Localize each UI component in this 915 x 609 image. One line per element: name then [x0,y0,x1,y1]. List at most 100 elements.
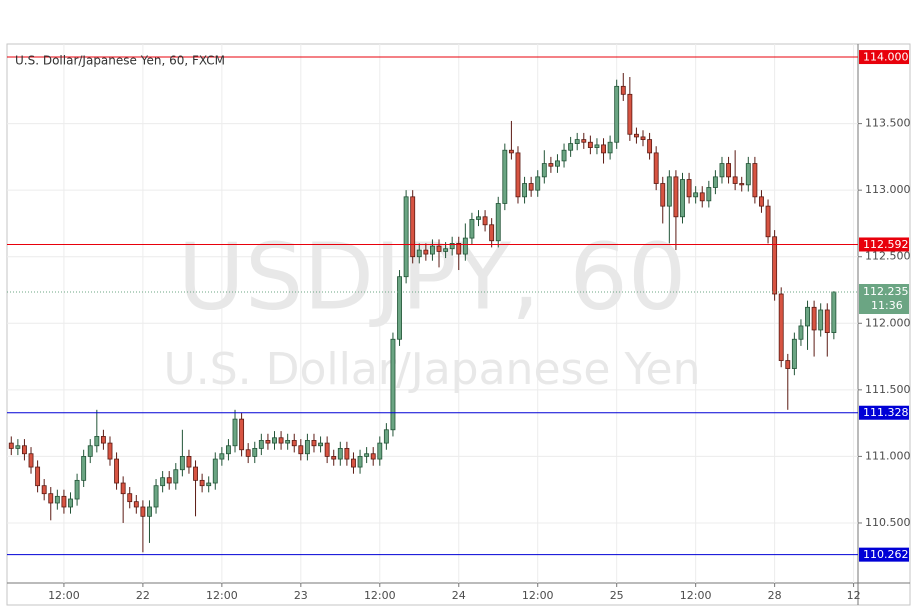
candle-body [147,506,152,517]
candle-body [291,440,297,447]
candle-body [114,458,120,484]
candle-body [495,203,501,242]
candle-body [383,429,389,444]
candle-body [693,192,699,198]
candle-body [140,506,146,517]
level-label: 112.592 [863,238,909,251]
x-tick-label: 12 [847,589,861,602]
level-label-box [859,547,909,562]
candle-body [706,187,712,202]
candle-body [765,205,771,238]
x-tick-label: 12:00 [364,589,396,602]
countdown-label: 11:36 [871,299,903,312]
candle-body [311,440,317,447]
y-tick-label: 111.000 [865,449,911,462]
candle-body [594,144,600,148]
candle-body [482,216,488,226]
x-tick-label: 25 [610,589,624,602]
candle-body [653,152,659,184]
candle-body [265,440,271,444]
y-tick-label: 110.500 [865,516,911,529]
candle-body [193,466,198,481]
x-tick-label: 12:00 [206,589,238,602]
candle-body [732,176,738,184]
x-tick-label: 28 [768,589,782,602]
level-label-box [859,50,909,65]
candle-body [680,179,685,218]
candle-body [476,216,481,220]
chart-title: U.S. Dollar/Japanese Yen, 60, FXCM [15,54,225,68]
candle-body [219,453,225,460]
candle-body [416,249,422,258]
candle-body [337,448,343,460]
level-label-box [859,405,909,420]
candle-body [620,85,626,95]
candle-body [528,183,534,191]
candle-body [206,482,212,487]
candle-body [160,477,166,487]
candle-body [647,139,653,154]
candle-body [285,440,291,444]
candle-body [199,479,205,487]
candle-body [574,139,580,144]
candle-body [133,501,139,508]
candle-body [699,192,705,202]
candle-body [410,196,416,258]
candle-body [469,219,475,239]
candle-body [344,448,350,460]
candle-body [153,485,159,508]
candle-body [785,360,791,369]
candle-body [278,437,284,444]
candle-body [745,163,751,186]
candle-body [449,243,455,250]
candle-body [686,179,692,198]
candle-body [607,141,613,154]
candle-body [173,469,179,484]
y-tick-label: 113.500 [865,117,911,130]
candle-body [587,141,593,148]
plot [7,56,858,556]
candle-body [633,133,639,138]
candle-body [791,338,797,369]
candle-body [568,143,574,151]
candle-body [94,436,100,447]
candle-body [752,163,758,198]
x-tick-label: 12:00 [680,589,712,602]
candle-body [660,183,666,207]
candle-body [8,442,14,449]
candle-body [41,485,47,495]
candle-body [324,442,330,457]
candle-body [436,245,442,252]
candle-body [100,436,106,444]
candle-body [252,448,258,457]
candle-body [166,477,172,484]
candle-body [772,236,778,295]
candle-body [429,245,435,255]
candle-body [719,163,725,178]
candle-body [28,453,34,468]
level-label: 110.262 [863,548,909,561]
candle-body [726,163,732,178]
candle-body [712,176,718,188]
y-tick-label: 111.500 [865,383,911,396]
candle-body [601,144,606,154]
candle-body [739,183,745,186]
candle-body [462,237,468,255]
candle-body [561,149,567,162]
candle-body [541,163,547,178]
candle-body [522,183,528,198]
candle-body [515,152,521,198]
candle-body [818,309,824,331]
candle-body [397,276,402,340]
candle-body [127,493,133,503]
candle-body [186,456,192,468]
candle-body [61,495,67,508]
candle-body [245,449,251,457]
x-tick-label: 22 [136,589,150,602]
candle-body [423,249,429,255]
candle-body [673,176,679,218]
candle-body [805,306,810,327]
candle-body [120,482,126,495]
candle-body [831,291,837,334]
